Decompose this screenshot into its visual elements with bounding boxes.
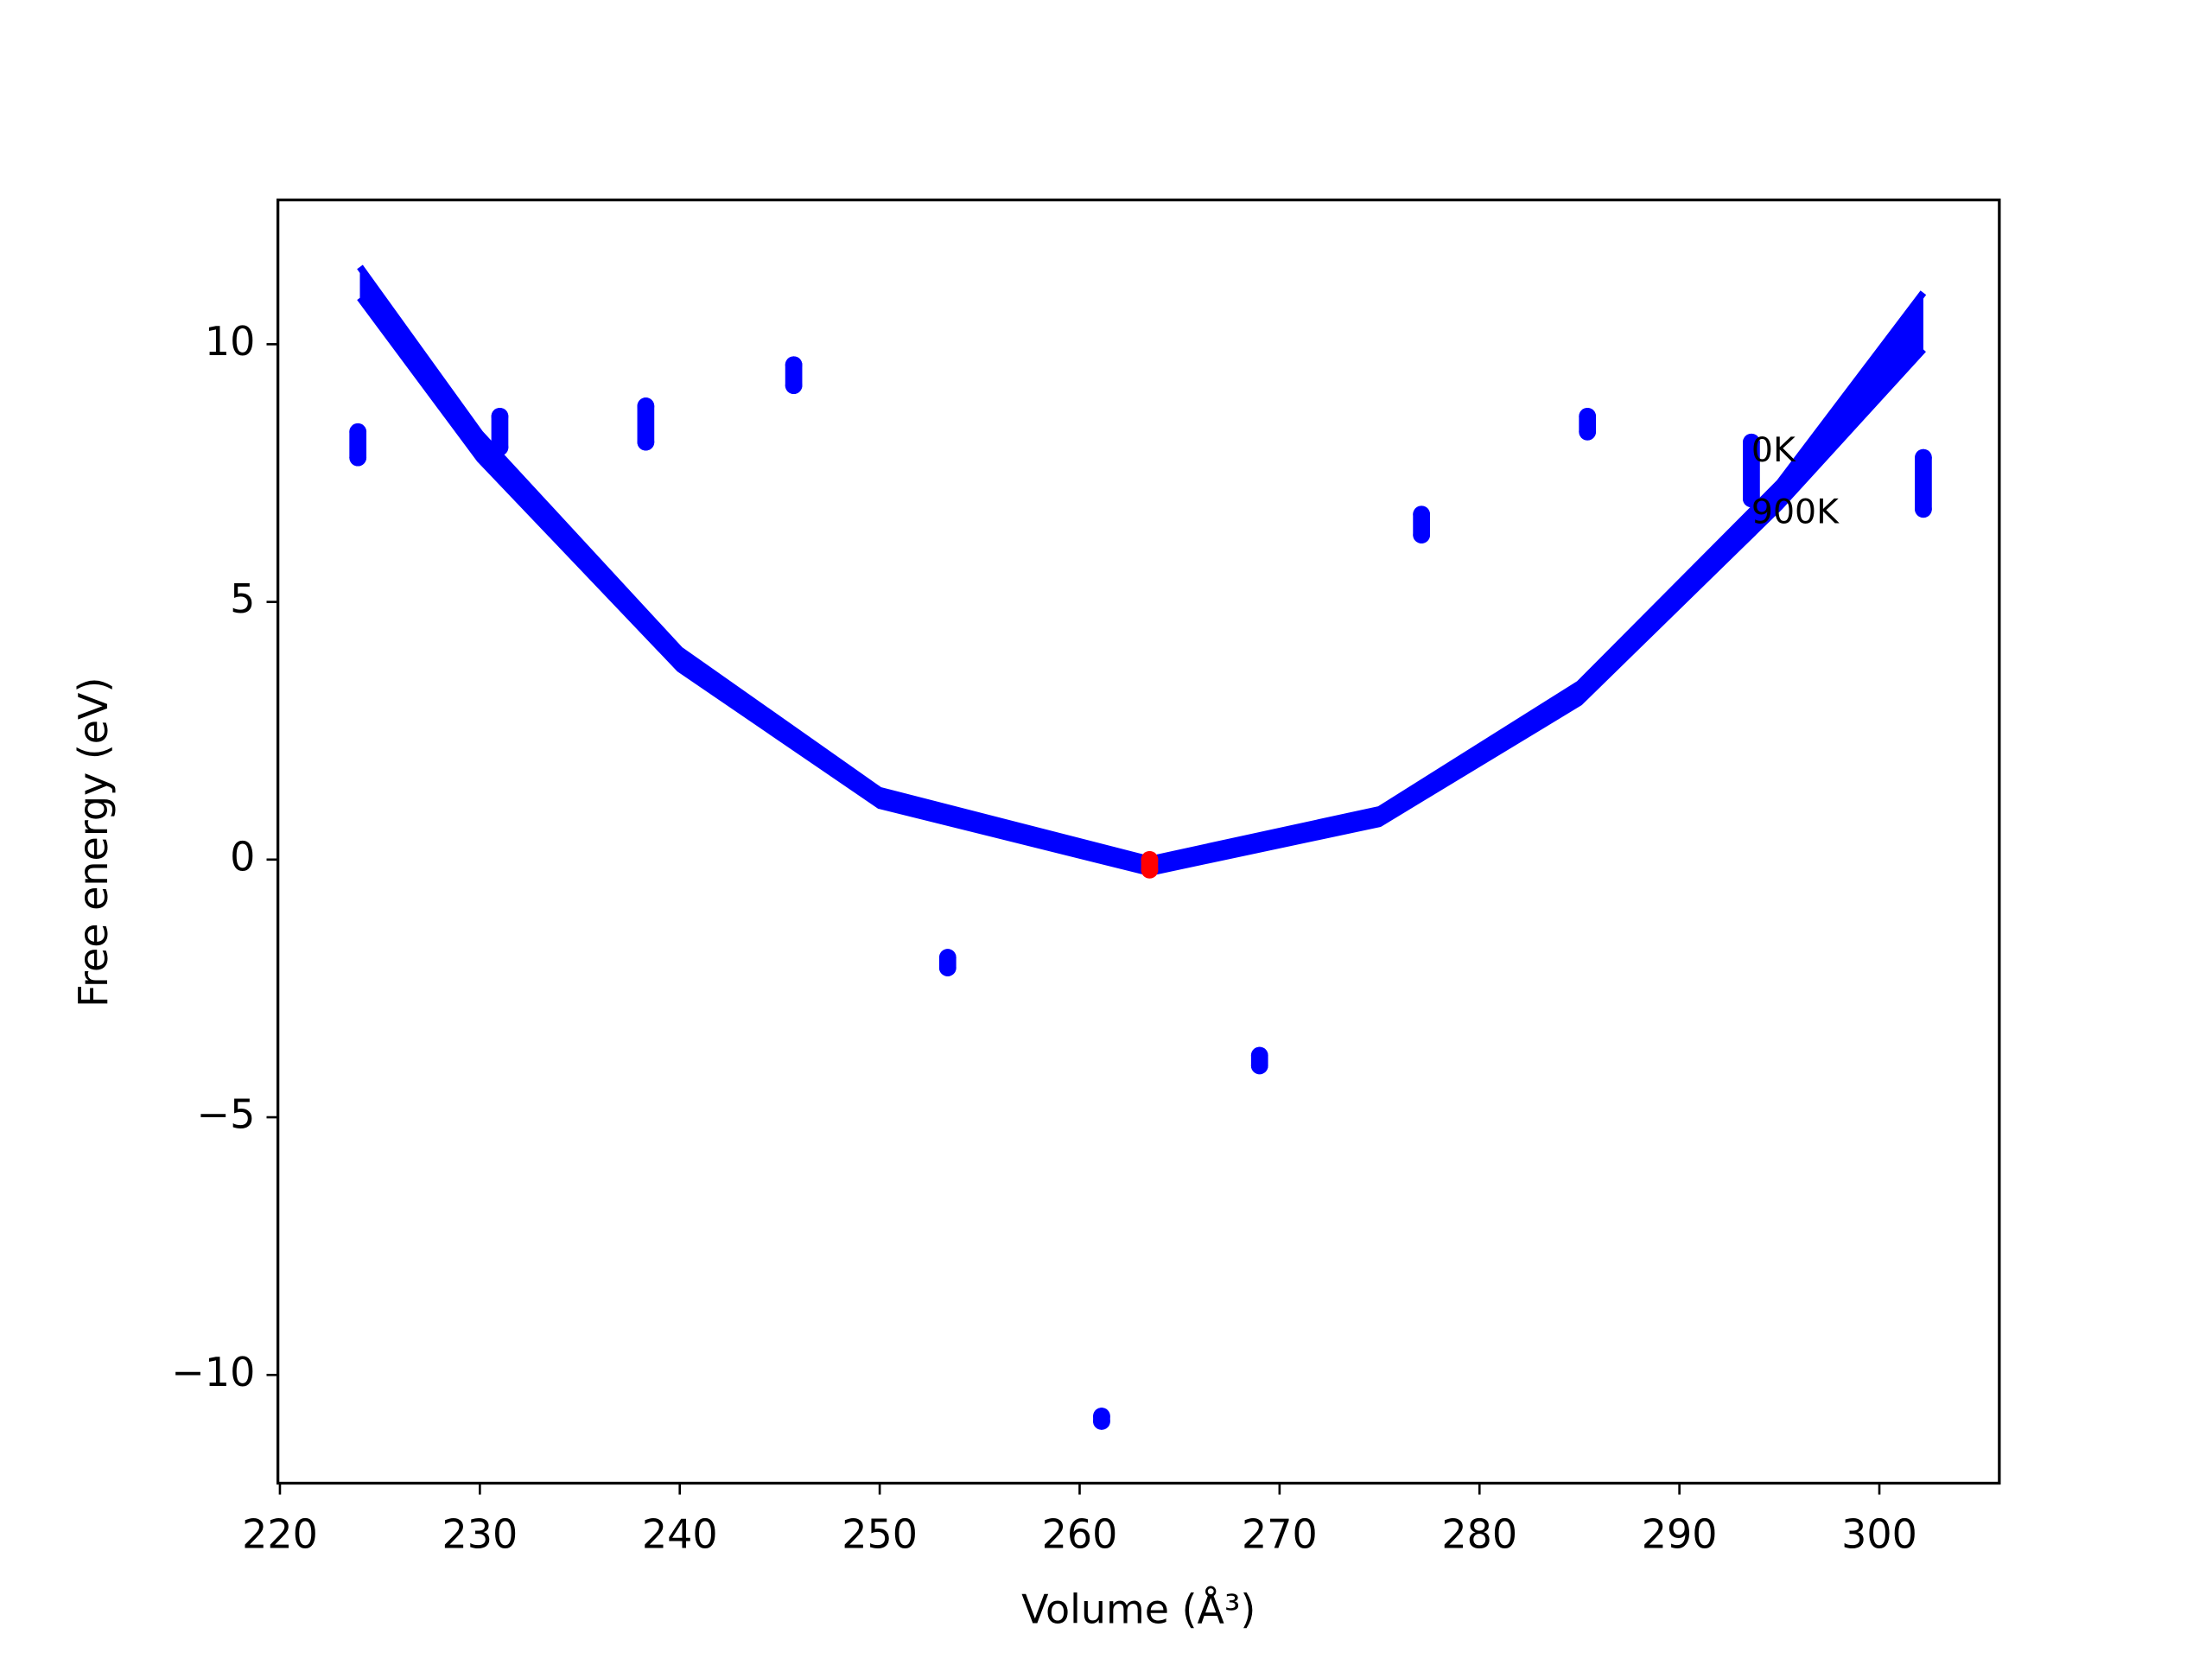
x-tick-label: 260 [1042,1510,1118,1557]
point [1250,1057,1268,1075]
y-tick-label: 10 [205,318,255,365]
point [1141,861,1159,879]
point [1413,505,1430,524]
annotation: 900K [1751,493,1840,532]
point [1915,448,1932,467]
point [1915,500,1932,518]
point [349,423,367,441]
plot-frame [276,198,2001,1485]
point [785,356,803,374]
point [349,448,367,467]
x-tick-label: 300 [1841,1510,1917,1557]
y-tick-label: 5 [230,575,255,622]
y-tick-label: 0 [230,833,255,880]
x-axis-label: Volume (Å³) [1021,1586,1255,1632]
curve-band [359,266,1923,873]
x-tick-label: 220 [242,1510,318,1557]
point [491,408,509,425]
x-tick-label: 240 [642,1510,718,1557]
annotation: 0K [1751,430,1796,470]
point [1743,490,1760,508]
x-tick-label: 230 [442,1510,518,1557]
point [1579,408,1597,425]
point [1413,526,1430,543]
point [938,959,957,976]
point [637,433,655,451]
point [637,397,655,415]
point [785,377,803,394]
x-tick-label: 290 [1642,1510,1718,1557]
point [491,438,509,456]
y-tick-label: −5 [197,1091,256,1138]
x-tick-label: 280 [1441,1510,1517,1557]
y-tick-label: −10 [171,1349,255,1395]
point [1093,1413,1110,1430]
point [1579,423,1597,441]
x-tick-label: 270 [1242,1510,1318,1557]
y-axis-label: Free energy (eV) [70,677,117,1007]
point [1743,433,1760,451]
x-tick-label: 250 [842,1510,918,1557]
